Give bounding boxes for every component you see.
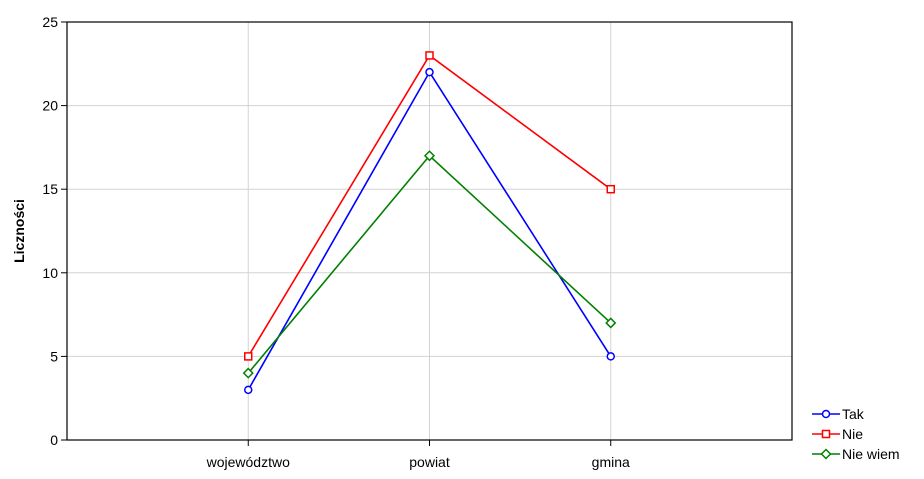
- legend-marker: [821, 409, 831, 419]
- y-tick-label: 5: [50, 348, 58, 364]
- legend-item: Nie wiem: [812, 446, 900, 462]
- series-nie-wiem: [242, 150, 617, 379]
- data-point: [244, 385, 253, 395]
- series-tak: [244, 67, 615, 395]
- legend-label: Nie: [842, 426, 863, 442]
- y-tick-label: 20: [42, 98, 58, 114]
- x-category-label: powiat: [409, 454, 450, 470]
- legend-marker: [821, 429, 831, 439]
- data-point: [425, 51, 434, 60]
- data-point: [425, 67, 434, 77]
- series-nie: [244, 51, 615, 361]
- legend-label: Tak: [842, 406, 865, 422]
- data-point: [606, 184, 615, 194]
- legend-item: Tak: [812, 406, 865, 422]
- legend-item: Nie: [812, 426, 863, 442]
- series-group: [242, 51, 617, 395]
- y-tick-label: 0: [50, 432, 58, 448]
- data-point: [423, 150, 436, 162]
- data-point: [605, 317, 617, 329]
- data-point: [606, 352, 615, 361]
- y-axis-title: Liczności: [11, 199, 27, 263]
- y-axis: 0 5 10 15 20 25: [42, 14, 67, 448]
- y-tick-label: 25: [42, 14, 58, 30]
- grid-lines: [67, 22, 792, 440]
- data-point: [244, 352, 253, 361]
- y-tick-label: 15: [42, 181, 58, 197]
- legend: Tak Nie Nie wiem: [812, 406, 900, 462]
- x-category-label: gmina: [592, 454, 630, 470]
- legend-label: Nie wiem: [842, 446, 900, 462]
- data-point: [242, 367, 254, 379]
- x-axis: województwo powiat gmina: [206, 440, 630, 470]
- y-tick-label: 10: [42, 265, 58, 281]
- x-category-label: województwo: [206, 454, 290, 470]
- legend-marker: [820, 448, 832, 460]
